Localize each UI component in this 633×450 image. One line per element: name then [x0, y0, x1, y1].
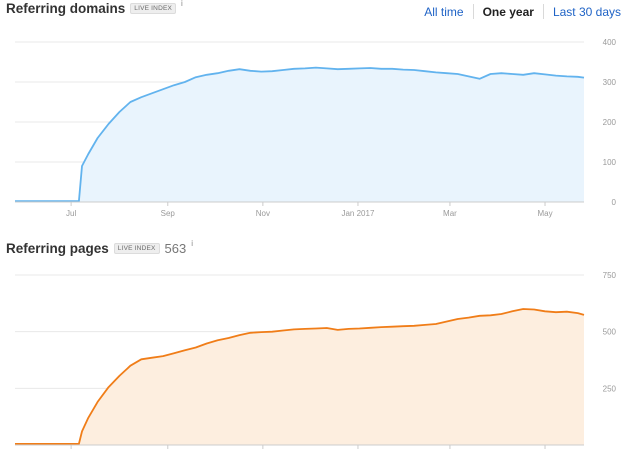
y-tick-label: 400 — [603, 38, 617, 47]
referring-pages-header: Referring pages LIVE INDEX 563 i — [6, 239, 194, 256]
range-option-all-time[interactable]: All time — [424, 4, 464, 19]
referring-domains-title: Referring domains — [6, 1, 126, 16]
series-area — [15, 309, 584, 445]
referring-domains-header: Referring domains LIVE INDEX i — [6, 0, 183, 16]
y-tick-label: 100 — [603, 158, 617, 167]
y-tick-label: 500 — [603, 328, 617, 337]
referring-pages-title: Referring pages — [6, 241, 109, 256]
range-option-one-year[interactable]: One year — [482, 4, 534, 19]
info-icon[interactable]: i — [191, 239, 194, 248]
referring-pages-chart: 250 500 750 — [15, 271, 617, 449]
x-tick-label: Jan 2017 — [341, 209, 374, 218]
x-tick-label: May — [537, 209, 552, 218]
range-divider — [472, 4, 474, 19]
y-tick-label: 0 — [612, 198, 617, 207]
referring-pages-count: 563 — [164, 241, 187, 256]
range-divider — [542, 4, 544, 19]
y-tick-label: 750 — [603, 271, 617, 280]
x-tick-label: Nov — [256, 209, 270, 218]
y-tick-label: 200 — [603, 118, 617, 127]
x-tick-label: Mar — [443, 209, 457, 218]
referring-domains-chart: 0 100 200 300 400 Jul Sep Nov Jan 2017 Mar May — [15, 38, 617, 218]
range-option-last-30-days[interactable]: Last 30 days — [552, 4, 621, 19]
live-index-badge: LIVE INDEX — [113, 243, 160, 254]
info-icon[interactable]: i — [181, 0, 183, 8]
live-index-badge: LIVE INDEX — [130, 3, 177, 14]
time-range-switch: All time One year Last 30 days — [424, 4, 621, 19]
series-line — [15, 66, 585, 203]
series-area — [15, 67, 584, 202]
series-line — [15, 308, 585, 445]
x-tick-label: Jul — [66, 209, 76, 218]
y-tick-label: 300 — [603, 78, 617, 87]
y-tick-label: 250 — [603, 384, 617, 393]
x-tick-label: Sep — [161, 209, 176, 218]
